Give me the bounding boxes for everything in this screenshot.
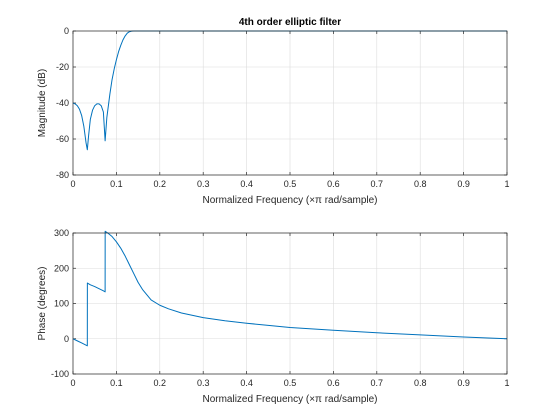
phase-y-tick-label: 200 <box>54 263 69 273</box>
magnitude-x-axis-label: Normalized Frequency (×π rad/sample) <box>202 195 377 206</box>
magnitude-y-tick-label: -20 <box>56 62 69 72</box>
phase-y-tick-label: -100 <box>51 369 69 379</box>
magnitude-x-tick-label: 0.4 <box>240 179 253 189</box>
phase-x-tick-label: 0.1 <box>110 378 123 388</box>
phase-y-tick-label: 0 <box>64 334 69 344</box>
magnitude-x-tick-label: 0.2 <box>154 179 167 189</box>
magnitude-x-tick-label: 0.9 <box>457 179 470 189</box>
phase-axes-frame <box>72 232 508 375</box>
magnitude-y-tick-label: -60 <box>56 134 69 144</box>
phase-y-tick-label: 100 <box>54 299 69 309</box>
phase-x-tick-label: 0.3 <box>197 378 210 388</box>
magnitude-series-line <box>72 30 507 151</box>
magnitude-x-tick-label: 0.3 <box>197 179 210 189</box>
phase-x-tick-label: 0.2 <box>154 378 167 388</box>
phase-y-tick-label: 300 <box>54 228 69 238</box>
magnitude-y-tick-label: -80 <box>56 170 69 180</box>
magnitude-x-tick-label: 0 <box>70 179 75 189</box>
phase-x-tick-label: 0.4 <box>240 378 253 388</box>
magnitude-x-tick-label: 0.5 <box>284 179 297 189</box>
magnitude-x-tick-label: 1 <box>504 179 509 189</box>
phase-x-tick-label: 0.6 <box>327 378 340 388</box>
magnitude-axes: 0 0.1 0.2 0.3 0.4 0.5 0.6 0.7 0.8 0.9 1 0 -20 -40 -60 -… <box>37 17 510 206</box>
magnitude-y-tick-label: 0 <box>64 26 69 36</box>
magnitude-y-tick-label: -40 <box>56 98 69 108</box>
magnitude-x-tick-label: 0.6 <box>327 179 340 189</box>
phase-axes: 0 0.1 0.2 0.3 0.4 0.5 0.6 0.7 0.8 0.9 13002001000-… <box>37 228 510 405</box>
phase-y-axis-label: Phase (degrees) <box>37 267 48 341</box>
magnitude-y-axis-label: Magnitude (dB) <box>37 69 48 137</box>
phase-x-tick-label: 0.5 <box>284 378 297 388</box>
chart-title: 4th order elliptic filter <box>239 17 341 28</box>
phase-x-tick-label: 0.9 <box>457 378 470 388</box>
phase-series-line <box>72 230 508 347</box>
phase-x-tick-label: 0 <box>70 378 75 388</box>
phase-x-tick-label: 1 <box>504 378 509 388</box>
phase-x-tick-label: 0.8 <box>414 378 427 388</box>
magnitude-x-tick-label: 0.8 <box>414 179 427 189</box>
magnitude-x-tick-label: 0.7 <box>371 179 384 189</box>
magnitude-axes-frame <box>72 30 508 176</box>
phase-x-axis-label: Normalized Frequency (×π rad/sample) <box>202 394 377 405</box>
phase-x-tick-label: 0.7 <box>371 378 384 388</box>
magnitude-x-tick-label: 0.1 <box>110 179 123 189</box>
